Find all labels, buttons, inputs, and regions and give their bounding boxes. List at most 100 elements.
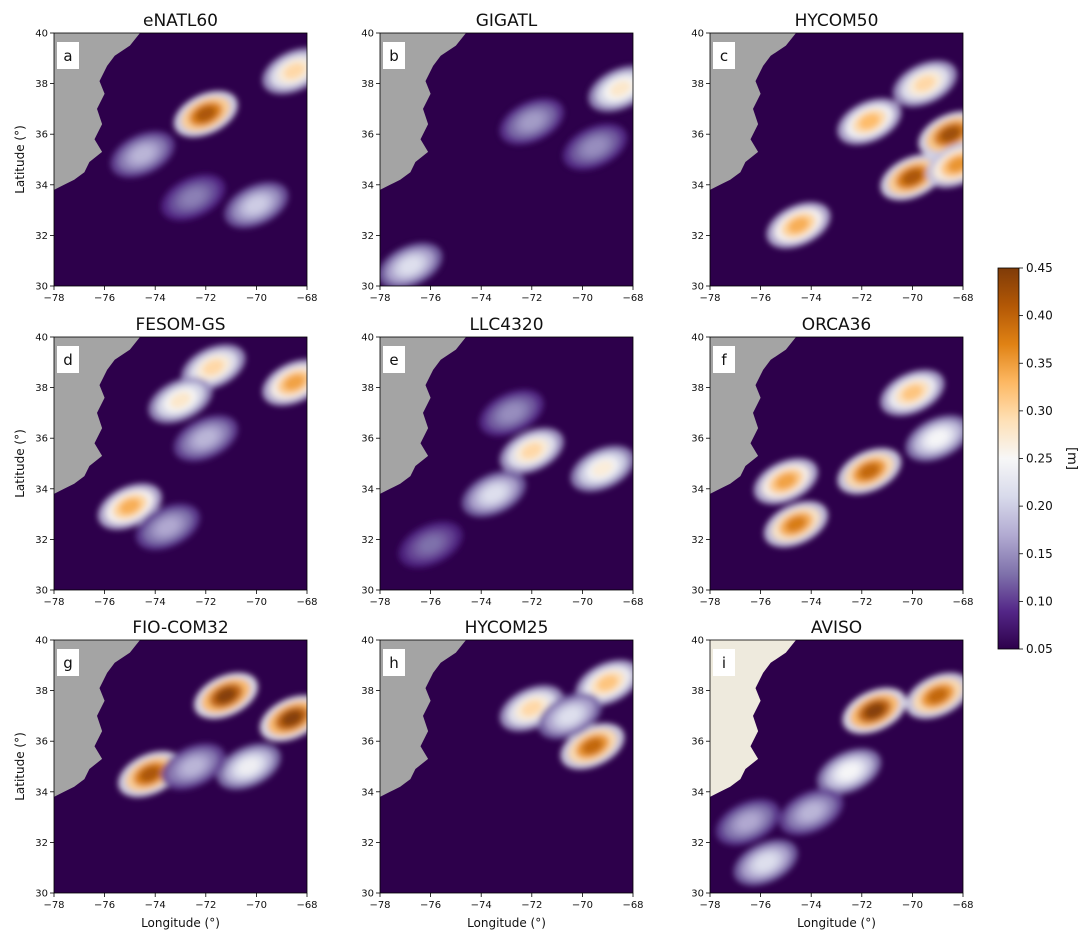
x-axis-label: Longitude (°) (141, 916, 220, 930)
x-tick-label: −78 (699, 900, 720, 911)
anomaly-feature-2-core (838, 763, 860, 780)
y-tick-label: 32 (691, 231, 704, 242)
x-tick-label: −76 (750, 597, 771, 608)
panel-label-box (383, 346, 405, 373)
panel-i: i AVISO −78 −76 −74 −72 −70 −68 30 32 34 36 38 40 Long… (691, 618, 973, 930)
y-tick-label: 36 (35, 434, 48, 445)
y-tick-label: 32 (361, 231, 374, 242)
anomaly-feature-4-core (420, 536, 441, 553)
land-mask (54, 33, 140, 190)
axes-frame (53, 336, 308, 591)
panel-title: FIO-COM32 (132, 618, 228, 638)
y-tick-label: 34 (35, 180, 48, 191)
anomaly-feature-4-core (914, 75, 936, 92)
x-tick-label: −72 (521, 293, 542, 304)
x-tick-label: −76 (750, 900, 771, 911)
anomaly-feature-0-core (215, 687, 237, 704)
panel-title: HYCOM25 (465, 618, 549, 638)
x-tick-label: −70 (246, 900, 267, 911)
x-tick-label: −78 (43, 293, 64, 304)
anomaly-feature-0-core (521, 113, 543, 130)
axes-frame (379, 32, 634, 287)
anomaly-feature-4-core (195, 430, 217, 447)
panel-title: eNATL60 (143, 11, 218, 31)
y-tick-label: 36 (691, 130, 704, 141)
panel-title: ORCA36 (802, 315, 871, 335)
y-tick-label: 34 (361, 787, 374, 798)
x-axis-label: Longitude (°) (797, 916, 876, 930)
y-tick-label: 40 (691, 29, 704, 40)
y-tick-label: 30 (361, 282, 374, 293)
y-tick-label: 38 (691, 79, 704, 90)
anomaly-feature-2-core (521, 700, 543, 717)
anomaly-blobs (380, 65, 633, 286)
x-tick-label: −70 (902, 900, 923, 911)
y-tick-label: 34 (691, 787, 704, 798)
colorbar-tick-label: 0.10 (1026, 594, 1053, 608)
anomaly-feature-4-core (800, 804, 822, 820)
x-tick-label: −76 (94, 597, 115, 608)
x-tick-label: −76 (750, 293, 771, 304)
anomaly-blobs (753, 369, 963, 548)
x-tick-label: −70 (246, 597, 267, 608)
colorbar-tick-label: 0.40 (1026, 309, 1053, 323)
panel-label-box (57, 42, 79, 69)
y-tick-label: 34 (691, 180, 704, 191)
y-tick-label: 40 (35, 333, 48, 344)
anomaly-feature-2-core (132, 146, 153, 163)
colorbar-tick-label: 0.25 (1026, 452, 1053, 466)
y-tick-label: 38 (361, 686, 374, 697)
heatmap-field (380, 337, 633, 568)
y-tick-label: 38 (361, 79, 374, 90)
x-tick-label: −78 (369, 597, 390, 608)
anomaly-feature-0-core (195, 106, 217, 122)
heatmap-field (54, 640, 307, 798)
y-axis-label: Latitude (°) (13, 429, 27, 498)
x-tick-label: −70 (572, 597, 593, 608)
land-mask (710, 640, 796, 797)
y-tick-label: 32 (361, 838, 374, 849)
x-tick-label: −78 (699, 293, 720, 304)
x-tick-label: −76 (94, 293, 115, 304)
panel-label: e (389, 351, 398, 369)
x-tick-label: −70 (902, 597, 923, 608)
anomaly-feature-0-core (864, 702, 885, 719)
y-tick-label: 30 (691, 889, 704, 900)
heatmap-field (54, 33, 307, 229)
y-tick-label: 34 (691, 484, 704, 495)
panel-label-box (713, 649, 735, 676)
y-tick-label: 38 (691, 686, 704, 697)
x-tick-label: −70 (572, 293, 593, 304)
y-tick-label: 40 (361, 333, 374, 344)
land-mask (380, 640, 466, 797)
x-tick-label: −68 (622, 597, 643, 608)
colorbar-gradient (997, 267, 1020, 650)
y-tick-label: 36 (35, 737, 48, 748)
panel-label-box (383, 649, 405, 676)
x-tick-label: −70 (246, 293, 267, 304)
y-tick-label: 38 (35, 79, 48, 90)
x-tick-label: −78 (43, 900, 64, 911)
axes-frame (709, 32, 964, 287)
y-tick-label: 34 (35, 484, 48, 495)
colorbar-tick-label: 0.05 (1026, 642, 1053, 656)
axes-frame (53, 32, 308, 287)
y-tick-label: 36 (691, 434, 704, 445)
anomaly-feature-5-core (737, 814, 759, 831)
heatmap-field (380, 640, 633, 797)
colorbar-tick-label: 0.15 (1026, 547, 1053, 561)
y-tick-label: 40 (35, 636, 48, 647)
panel-label-box (713, 346, 735, 373)
x-tick-label: −76 (420, 293, 441, 304)
y-tick-label: 30 (691, 586, 704, 597)
anomaly-feature-3-core (584, 138, 606, 155)
y-tick-label: 36 (361, 434, 374, 445)
x-tick-label: −72 (851, 900, 872, 911)
x-tick-label: −74 (801, 293, 822, 304)
y-tick-label: 32 (691, 838, 704, 849)
anomaly-feature-4-core (182, 189, 204, 206)
anomaly-feature-1-core (610, 80, 631, 97)
y-tick-label: 30 (35, 282, 48, 293)
heatmap-field (710, 337, 963, 548)
